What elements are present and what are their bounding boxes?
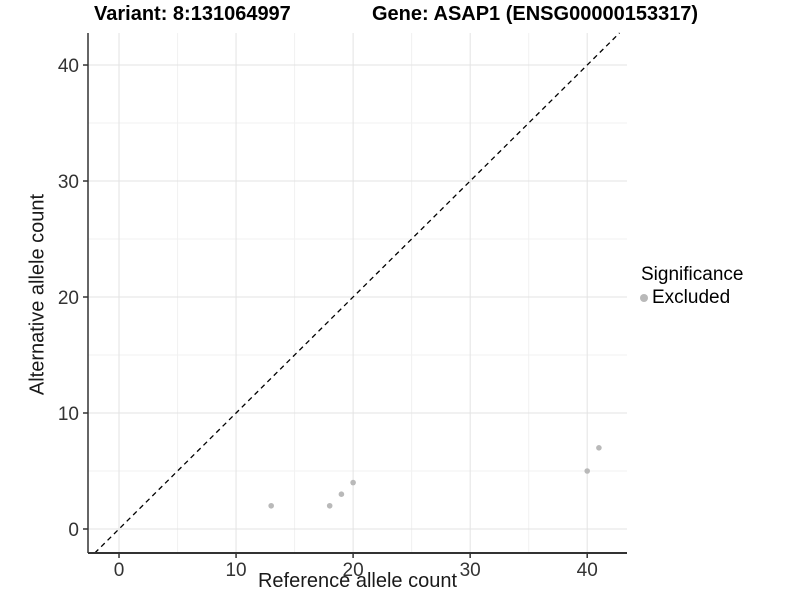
legend: Significance Excluded — [638, 263, 743, 309]
y-axis-label: Alternative allele count — [26, 193, 49, 396]
legend-item-label: Excluded — [652, 287, 731, 308]
legend-title: Significance — [641, 264, 744, 285]
x-tick-label: 0 — [114, 560, 125, 581]
data-point — [596, 444, 602, 451]
data-point — [338, 491, 345, 497]
y-tick-label: 20 — [58, 288, 79, 309]
variant-title: Variant: 8:131064997 — [94, 3, 291, 25]
data-point — [584, 468, 591, 474]
legend-marker-dot-icon — [640, 294, 648, 302]
x-axis-label: Reference allele count — [257, 570, 457, 592]
x-tick-label: 10 — [225, 560, 246, 581]
identity-line — [94, 32, 620, 554]
legend-items: Excluded — [638, 287, 743, 309]
y-tick-label: 10 — [58, 404, 79, 425]
data-point — [326, 502, 333, 509]
x-tick-label: 40 — [577, 560, 598, 581]
y-tick-label: 30 — [58, 172, 79, 193]
legend-item: Excluded — [638, 287, 743, 309]
x-tick-label: 20 — [343, 560, 364, 581]
data-point — [350, 479, 356, 486]
y-tick-label: 0 — [68, 520, 79, 541]
y-tick-label: 40 — [58, 56, 79, 77]
gene-title: Gene: ASAP1 (ENSG00000153317) — [372, 3, 699, 25]
data-point — [268, 502, 274, 509]
x-tick-label: 30 — [460, 560, 481, 581]
